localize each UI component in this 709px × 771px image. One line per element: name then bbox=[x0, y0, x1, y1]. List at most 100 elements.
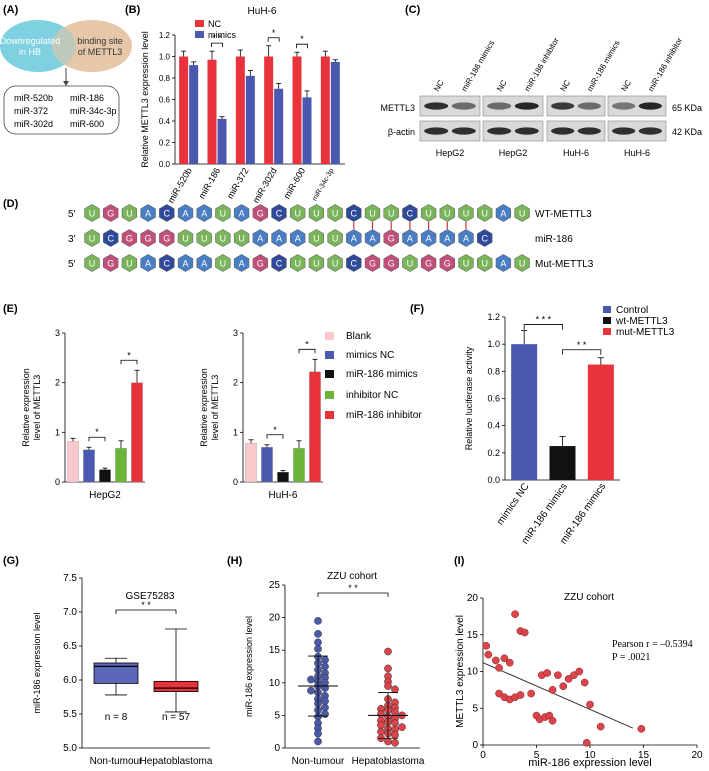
data-point bbox=[570, 671, 578, 680]
band-mettl3 bbox=[451, 102, 476, 110]
y-tick-label: 3 bbox=[55, 328, 60, 338]
significance-label: * bbox=[127, 350, 131, 360]
bar-nc bbox=[207, 59, 217, 164]
nucleotide-hexagon bbox=[215, 204, 231, 222]
legend-label: miR-186 mimics bbox=[346, 369, 418, 380]
nucleotide-letter: C bbox=[481, 234, 488, 244]
nucleotide-letter: C bbox=[407, 209, 414, 219]
nucleotide-letter: U bbox=[369, 209, 376, 219]
nucleotide-letter: C bbox=[164, 259, 171, 269]
data-point bbox=[314, 645, 322, 653]
y-tick-label: 0 bbox=[55, 477, 60, 487]
nucleotide-hexagon bbox=[177, 254, 194, 272]
row-label-actin: β-actin bbox=[388, 127, 415, 137]
nucleotide-letter: G bbox=[145, 234, 152, 244]
significance-label: * * bbox=[212, 33, 222, 43]
y-axis-label-line2: level of METTL3 bbox=[210, 375, 220, 441]
y-tick-label: 25 bbox=[269, 580, 281, 591]
legend-label: Control bbox=[616, 305, 648, 316]
data-point bbox=[321, 697, 329, 705]
data-point bbox=[314, 729, 322, 738]
legend-swatch bbox=[603, 317, 611, 324]
data-point bbox=[384, 664, 392, 673]
y-tick-label: 6.0 bbox=[63, 675, 77, 686]
nucleotide-hexagon bbox=[121, 254, 138, 272]
nucleotide-letter: G bbox=[425, 259, 432, 269]
y-tick-label: 0.4 bbox=[159, 117, 171, 126]
legend-swatch bbox=[325, 411, 334, 419]
y-tick-label: 0.0 bbox=[159, 160, 171, 169]
data-point bbox=[391, 685, 399, 694]
nucleotide-letter: A bbox=[182, 209, 188, 219]
nucleotide-hexagon bbox=[196, 204, 212, 222]
lane-label: NC bbox=[559, 78, 573, 93]
nucleotide-letter: U bbox=[463, 259, 470, 269]
nucleotide-hexagon bbox=[233, 229, 250, 247]
mir-list-box bbox=[3, 85, 120, 135]
nucleotide-letter: U bbox=[126, 209, 133, 219]
y-axis-label: miR-186 expression level bbox=[244, 616, 254, 717]
data-point bbox=[582, 738, 591, 747]
nucleotide-letter: A bbox=[182, 259, 188, 269]
nucleotide-letter: A bbox=[276, 234, 282, 244]
x-tick-label: miR-372 bbox=[225, 166, 251, 200]
nucleotide-hexagon bbox=[383, 229, 399, 247]
nucleotide-letter: U bbox=[332, 209, 339, 219]
panel-label-i: (I) bbox=[454, 555, 465, 567]
data-point bbox=[543, 669, 552, 677]
significance-bracket bbox=[115, 609, 177, 614]
y-axis-label-line1: Relative expression bbox=[199, 368, 209, 447]
data-point bbox=[377, 721, 385, 730]
band-mettl3 bbox=[487, 102, 512, 110]
y-tick-label: 5 bbox=[472, 703, 478, 714]
nucleotide-letter: C bbox=[276, 259, 283, 269]
sequence-name: miR-186 bbox=[535, 234, 573, 245]
data-point bbox=[321, 710, 329, 718]
nucleotide-hexagon bbox=[103, 204, 119, 222]
mir-item: miR-34c-3p bbox=[70, 106, 117, 116]
data-point bbox=[391, 719, 399, 728]
nucleotide-hexagon bbox=[271, 229, 287, 247]
bar-nc bbox=[264, 56, 274, 164]
y-tick-label: 0.8 bbox=[487, 366, 500, 376]
blot-frame-actin bbox=[419, 120, 481, 142]
nucleotide-letter: C bbox=[351, 259, 358, 269]
data-point bbox=[384, 737, 392, 746]
nucleotide-letter: U bbox=[481, 209, 488, 219]
significance-bracket bbox=[211, 42, 223, 48]
legend-swatch bbox=[325, 391, 334, 399]
venn-left-line1: Downregulated bbox=[0, 36, 60, 46]
bar bbox=[587, 364, 614, 480]
nucleotide-hexagon bbox=[84, 254, 100, 272]
y-tick-label: 0.8 bbox=[159, 74, 171, 83]
nucleotide-hexagon bbox=[477, 254, 493, 272]
nucleotide-letter: U bbox=[481, 259, 488, 269]
panel-e: Relative expression level of METTL30123He… bbox=[21, 328, 422, 501]
data-point bbox=[384, 682, 392, 690]
nucleotide-letter: U bbox=[89, 209, 96, 219]
panel-d: 5' WT-METTL3 U G U A C A A U A G C U U U C U U C U U U U A U 3' miR… bbox=[68, 204, 594, 272]
chart-title: GSE75283 bbox=[126, 591, 175, 602]
nucleotide-hexagon bbox=[308, 254, 325, 272]
nucleotide-hexagon bbox=[346, 204, 362, 222]
box-iqr bbox=[153, 680, 199, 692]
bar-hepg2 bbox=[99, 469, 111, 483]
panel-label-f: (F) bbox=[410, 303, 424, 315]
y-axis-label: miR-186 expression level bbox=[32, 612, 42, 713]
nucleotide-hexagon bbox=[271, 254, 287, 272]
data-point bbox=[391, 738, 399, 747]
significance-label: * bbox=[273, 425, 277, 435]
y-tick-label: 0.4 bbox=[487, 421, 500, 431]
blot-cell-label: HuH-6 bbox=[563, 148, 589, 158]
bar-nc bbox=[235, 56, 245, 164]
n-label: n = 57 bbox=[162, 712, 191, 723]
nucleotide-letter: U bbox=[407, 259, 414, 269]
bar-huh6 bbox=[293, 448, 305, 483]
significance-bracket bbox=[267, 37, 280, 42]
band-actin bbox=[638, 127, 662, 135]
panel-b: HuH-6 Relative METTL3 expression level 0.0… bbox=[140, 6, 345, 205]
bar-hepg2 bbox=[131, 382, 143, 483]
legend-swatch bbox=[603, 306, 611, 313]
panel-label-d: (D) bbox=[3, 198, 19, 210]
nucleotide-letter: A bbox=[145, 209, 151, 219]
